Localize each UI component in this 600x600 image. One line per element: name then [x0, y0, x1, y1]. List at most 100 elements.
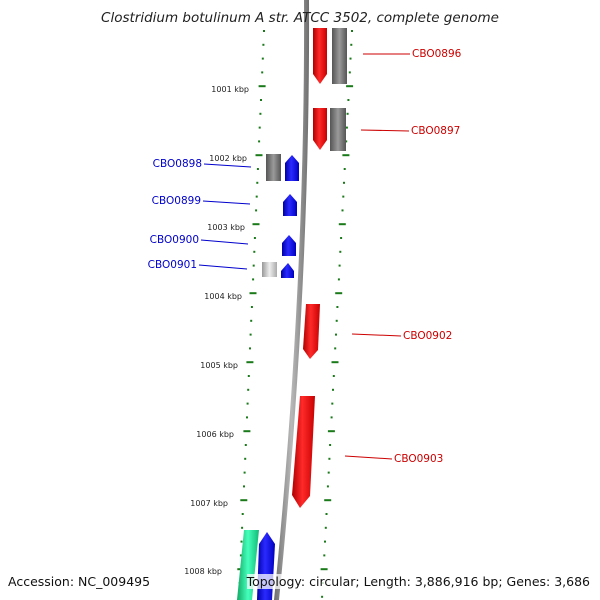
ruler-minor-tick — [258, 126, 261, 129]
gene-label-cbo0897[interactable]: CBO0897 — [411, 125, 460, 137]
ruler-label-1003: 1003 kbp — [207, 223, 245, 232]
gene-arrow-cbo0897[interactable] — [313, 108, 327, 150]
ruler-minor-tick — [261, 57, 264, 60]
ruler-minor-tick — [252, 264, 255, 267]
feature-teal-bottom[interactable] — [237, 530, 259, 600]
leader-cbo0901 — [198, 264, 248, 270]
ruler-minor-tick — [253, 237, 256, 239]
ruler-minor-tick — [345, 140, 348, 143]
ruler-minor-tick — [325, 513, 328, 515]
ruler-minor-tick — [331, 402, 334, 405]
ruler-minor-tick — [249, 333, 252, 336]
gene-arrow-cbo0902[interactable] — [303, 304, 320, 359]
ruler-label-1002: 1002 kbp — [209, 154, 247, 163]
gene-label-cbo0898[interactable]: CBO0898 — [153, 158, 202, 170]
ruler-minor-tick — [336, 306, 339, 308]
ruler-minor-tick — [256, 168, 259, 170]
ruler-minor-tick — [241, 526, 244, 529]
ruler-minor-tick — [335, 319, 338, 322]
ruler-major-tick — [249, 292, 257, 295]
ruler-label-1006: 1006 kbp — [196, 430, 234, 439]
ruler-label-1007: 1007 kbp — [190, 499, 228, 508]
gene-arrow-cbo0901[interactable] — [281, 263, 294, 278]
ruler-minor-tick — [326, 485, 329, 488]
ruler-major-tick — [243, 430, 251, 433]
ruler-major-tick — [240, 499, 248, 502]
ruler-minor-tick — [247, 388, 250, 391]
leader-cbo0897 — [360, 129, 410, 132]
ruler-minor-tick — [323, 554, 326, 557]
ruler-major-tick — [331, 361, 339, 364]
gene-label-cbo0903[interactable]: CBO0903 — [394, 453, 443, 465]
ruler-minor-tick — [348, 71, 351, 74]
ruler-minor-tick — [247, 375, 250, 377]
ruler-minor-tick — [324, 540, 326, 543]
ruler-minor-tick — [243, 485, 245, 488]
gene-label-cbo0900[interactable]: CBO0900 — [150, 234, 199, 246]
ruler-ticks-right — [320, 30, 354, 598]
ruler-minor-tick — [249, 347, 251, 350]
ruler-major-tick — [324, 499, 332, 502]
ruler-minor-tick — [241, 513, 244, 515]
gene-arrow-cbo0899[interactable] — [283, 194, 297, 216]
ruler-minor-tick — [343, 168, 346, 170]
gene-arrow-cbo0896[interactable] — [313, 28, 327, 84]
ruler-label-1005: 1005 kbp — [200, 361, 238, 370]
feature-light-gray-cbo0901[interactable] — [262, 262, 277, 277]
gene-label-cbo0902[interactable]: CBO0902 — [403, 330, 452, 342]
ruler-minor-tick — [321, 595, 324, 598]
sequence-backbone — [274, 0, 310, 600]
ruler-minor-tick — [332, 388, 334, 391]
ruler-minor-tick — [252, 278, 255, 281]
ruler-major-tick — [320, 568, 328, 571]
ruler-minor-tick — [243, 471, 246, 474]
ruler-minor-tick — [239, 554, 242, 557]
gene-arrow-cbo0900[interactable] — [282, 235, 296, 256]
ruler-minor-tick — [260, 99, 262, 101]
ruler-minor-tick — [332, 375, 335, 377]
ruler-major-tick — [255, 154, 263, 157]
ruler-minor-tick — [324, 526, 327, 529]
ruler-minor-tick — [346, 112, 349, 115]
ruler-minor-tick — [244, 444, 247, 446]
ruler-minor-tick — [330, 416, 333, 419]
feature-gray-cbo0896[interactable] — [332, 28, 347, 84]
ruler-minor-tick — [340, 237, 343, 239]
gene-arrow-bottom-blue[interactable] — [257, 532, 275, 600]
ruler-minor-tick — [255, 195, 258, 198]
ruler-minor-tick — [244, 457, 247, 460]
topology-text: Topology: circular; Length: 3,886,916 bp… — [246, 574, 590, 589]
ruler-minor-tick — [339, 250, 342, 253]
ruler-major-tick — [252, 223, 260, 226]
ruler-major-tick — [258, 85, 266, 88]
gene-label-cbo0896[interactable]: CBO0896 — [412, 48, 462, 60]
ruler-major-tick — [338, 223, 346, 226]
leader-cbo0898 — [203, 163, 252, 168]
ruler-minor-tick — [240, 540, 243, 543]
ruler-major-tick — [346, 85, 354, 88]
feature-gray-cbo0898[interactable] — [266, 154, 281, 181]
ruler-minor-tick — [261, 71, 264, 74]
leader-cbo0903 — [344, 455, 393, 460]
ruler-minor-tick — [256, 181, 259, 184]
ruler-minor-tick — [250, 306, 253, 308]
ruler-minor-tick — [329, 444, 332, 446]
ruler-minor-tick — [327, 471, 330, 474]
ruler-major-tick — [327, 430, 335, 433]
gene-arrow-cbo0898[interactable] — [285, 155, 299, 181]
gene-arrow-cbo0903[interactable] — [292, 396, 315, 508]
feature-gray-cbo0897[interactable] — [330, 108, 346, 151]
leader-cbo0899 — [202, 200, 251, 205]
ruler-minor-tick — [262, 43, 265, 46]
gene-label-cbo0901[interactable]: CBO0901 — [148, 259, 197, 271]
ruler-minor-tick — [328, 457, 331, 460]
ruler-minor-tick — [342, 195, 345, 198]
ruler-minor-tick — [345, 126, 348, 129]
ruler-minor-tick — [349, 57, 352, 60]
ruler-minor-tick — [253, 250, 256, 253]
ruler-minor-tick — [246, 402, 249, 405]
ruler-minor-tick — [259, 112, 262, 115]
gene-label-cbo0899[interactable]: CBO0899 — [152, 195, 201, 207]
